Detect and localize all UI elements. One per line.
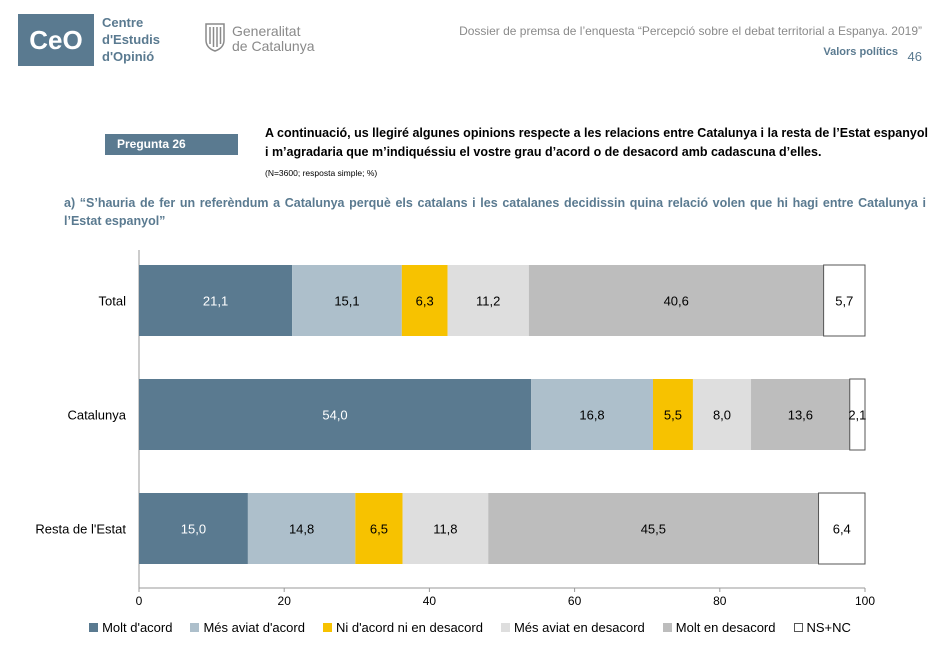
bar-segment — [653, 379, 693, 450]
data-label: 2,1 — [848, 408, 866, 423]
data-label: 21,1 — [203, 294, 228, 309]
x-tick-label: 40 — [423, 594, 437, 608]
section-label: Valors polítics — [823, 46, 898, 58]
data-label: 8,0 — [713, 408, 731, 423]
generalitat-name-line-2: de Catalunya — [232, 38, 315, 54]
data-label: 54,0 — [322, 408, 347, 423]
ceo-name-line-1: Centre — [102, 15, 144, 30]
dossier-title: Dossier de premsa de l’enquesta “Percepc… — [459, 24, 922, 38]
legend-swatch — [89, 623, 99, 632]
legend-item: Més aviat d'acord — [190, 620, 305, 635]
bar-segment — [139, 493, 248, 564]
bar-segment — [528, 265, 824, 336]
ceo-name-line-3: d'Opinió — [102, 49, 155, 64]
bar-segment — [447, 265, 529, 336]
bar-segment — [488, 493, 819, 564]
bar-segment — [139, 265, 293, 336]
bar-segment — [292, 265, 402, 336]
page-number: 46 — [907, 49, 922, 64]
category-label: Resta de l'Estat — [35, 522, 126, 537]
bar-segment — [401, 265, 448, 336]
legend-label: Més aviat d'acord — [203, 620, 305, 635]
legend-label: Ni d'acord ni en desacord — [335, 620, 483, 635]
legend-label: Més aviat en desacord — [513, 620, 645, 635]
bar-segment — [247, 493, 356, 564]
data-label: 6,3 — [416, 294, 434, 309]
data-label: 15,0 — [181, 522, 206, 537]
x-tick-label: 60 — [568, 594, 582, 608]
legend-label: NS+NC — [806, 620, 851, 635]
ceo-logo: CeO — [18, 14, 94, 66]
x-tick-label: 0 — [136, 594, 143, 608]
legend-swatch — [500, 623, 510, 632]
data-label: 13,6 — [788, 408, 813, 423]
question-text: A continuació, us llegiré algunes opinio… — [265, 126, 928, 159]
stacked-bar-chart: 0 20 40 60 80 100 Total 21,1 15,1 6,3 11,2 40,6 5,7 C… — [35, 250, 875, 608]
legend-item: Molt en desacord — [662, 620, 776, 635]
generalitat-name: Generalitat de Catalunya — [232, 24, 315, 54]
legend-swatch — [662, 623, 672, 632]
data-label: 40,6 — [664, 294, 689, 309]
legend-item: Ni d'acord ni en desacord — [322, 620, 483, 635]
x-tick-label: 80 — [713, 594, 727, 608]
bar-segment — [823, 264, 866, 337]
legend-label: Molt d'acord — [102, 620, 173, 635]
legend-swatch — [793, 623, 803, 632]
x-tick-label: 100 — [855, 594, 875, 608]
data-label: 15,1 — [334, 294, 359, 309]
subquestion-text: a) “S’hauria de fer un referèndum a Cata… — [64, 196, 926, 228]
x-tick-label: 20 — [278, 594, 292, 608]
legend-item: NS+NC — [793, 620, 851, 635]
legend-swatch — [322, 623, 332, 632]
data-label: 16,8 — [579, 408, 604, 423]
bar-segment — [531, 379, 654, 450]
generalitat-emblem-icon — [205, 23, 225, 52]
question-note: (N=3600; resposta simple; %) — [265, 168, 378, 178]
data-label: 11,8 — [433, 522, 457, 537]
ceo-name-line-2: d'Estudis — [102, 32, 160, 47]
category-label: Catalunya — [67, 408, 126, 423]
bar-segment — [402, 493, 489, 564]
data-label: 45,5 — [641, 522, 666, 537]
legend-item: Més aviat en desacord — [500, 620, 645, 635]
data-label: 5,7 — [835, 294, 853, 309]
data-label: 6,5 — [370, 522, 388, 537]
bar-segment — [692, 379, 752, 450]
legend-item: Molt d'acord — [89, 620, 172, 635]
generalitat-name-line-1: Generalitat — [232, 23, 301, 39]
bar-segment — [818, 492, 866, 565]
question-badge: Pregunta 26 — [105, 134, 238, 155]
data-label: 6,4 — [833, 522, 851, 537]
chart-legend: Molt d'acord Més aviat d'acord Ni d'acord … — [0, 620, 940, 635]
bar-segment — [849, 378, 866, 451]
ceo-name: Centre d'Estudis d'Opinió — [102, 14, 160, 65]
bar-segment — [139, 379, 532, 450]
data-label: 14,8 — [289, 522, 314, 537]
data-label: 11,2 — [476, 294, 500, 309]
legend-swatch — [190, 623, 200, 632]
ceo-logo-text: CeO — [29, 25, 82, 55]
legend-label: Molt en desacord — [675, 620, 776, 635]
data-label: 5,5 — [664, 408, 682, 423]
bar-segment — [751, 379, 850, 450]
category-label: Total — [99, 294, 127, 309]
bar-segment — [355, 493, 403, 564]
